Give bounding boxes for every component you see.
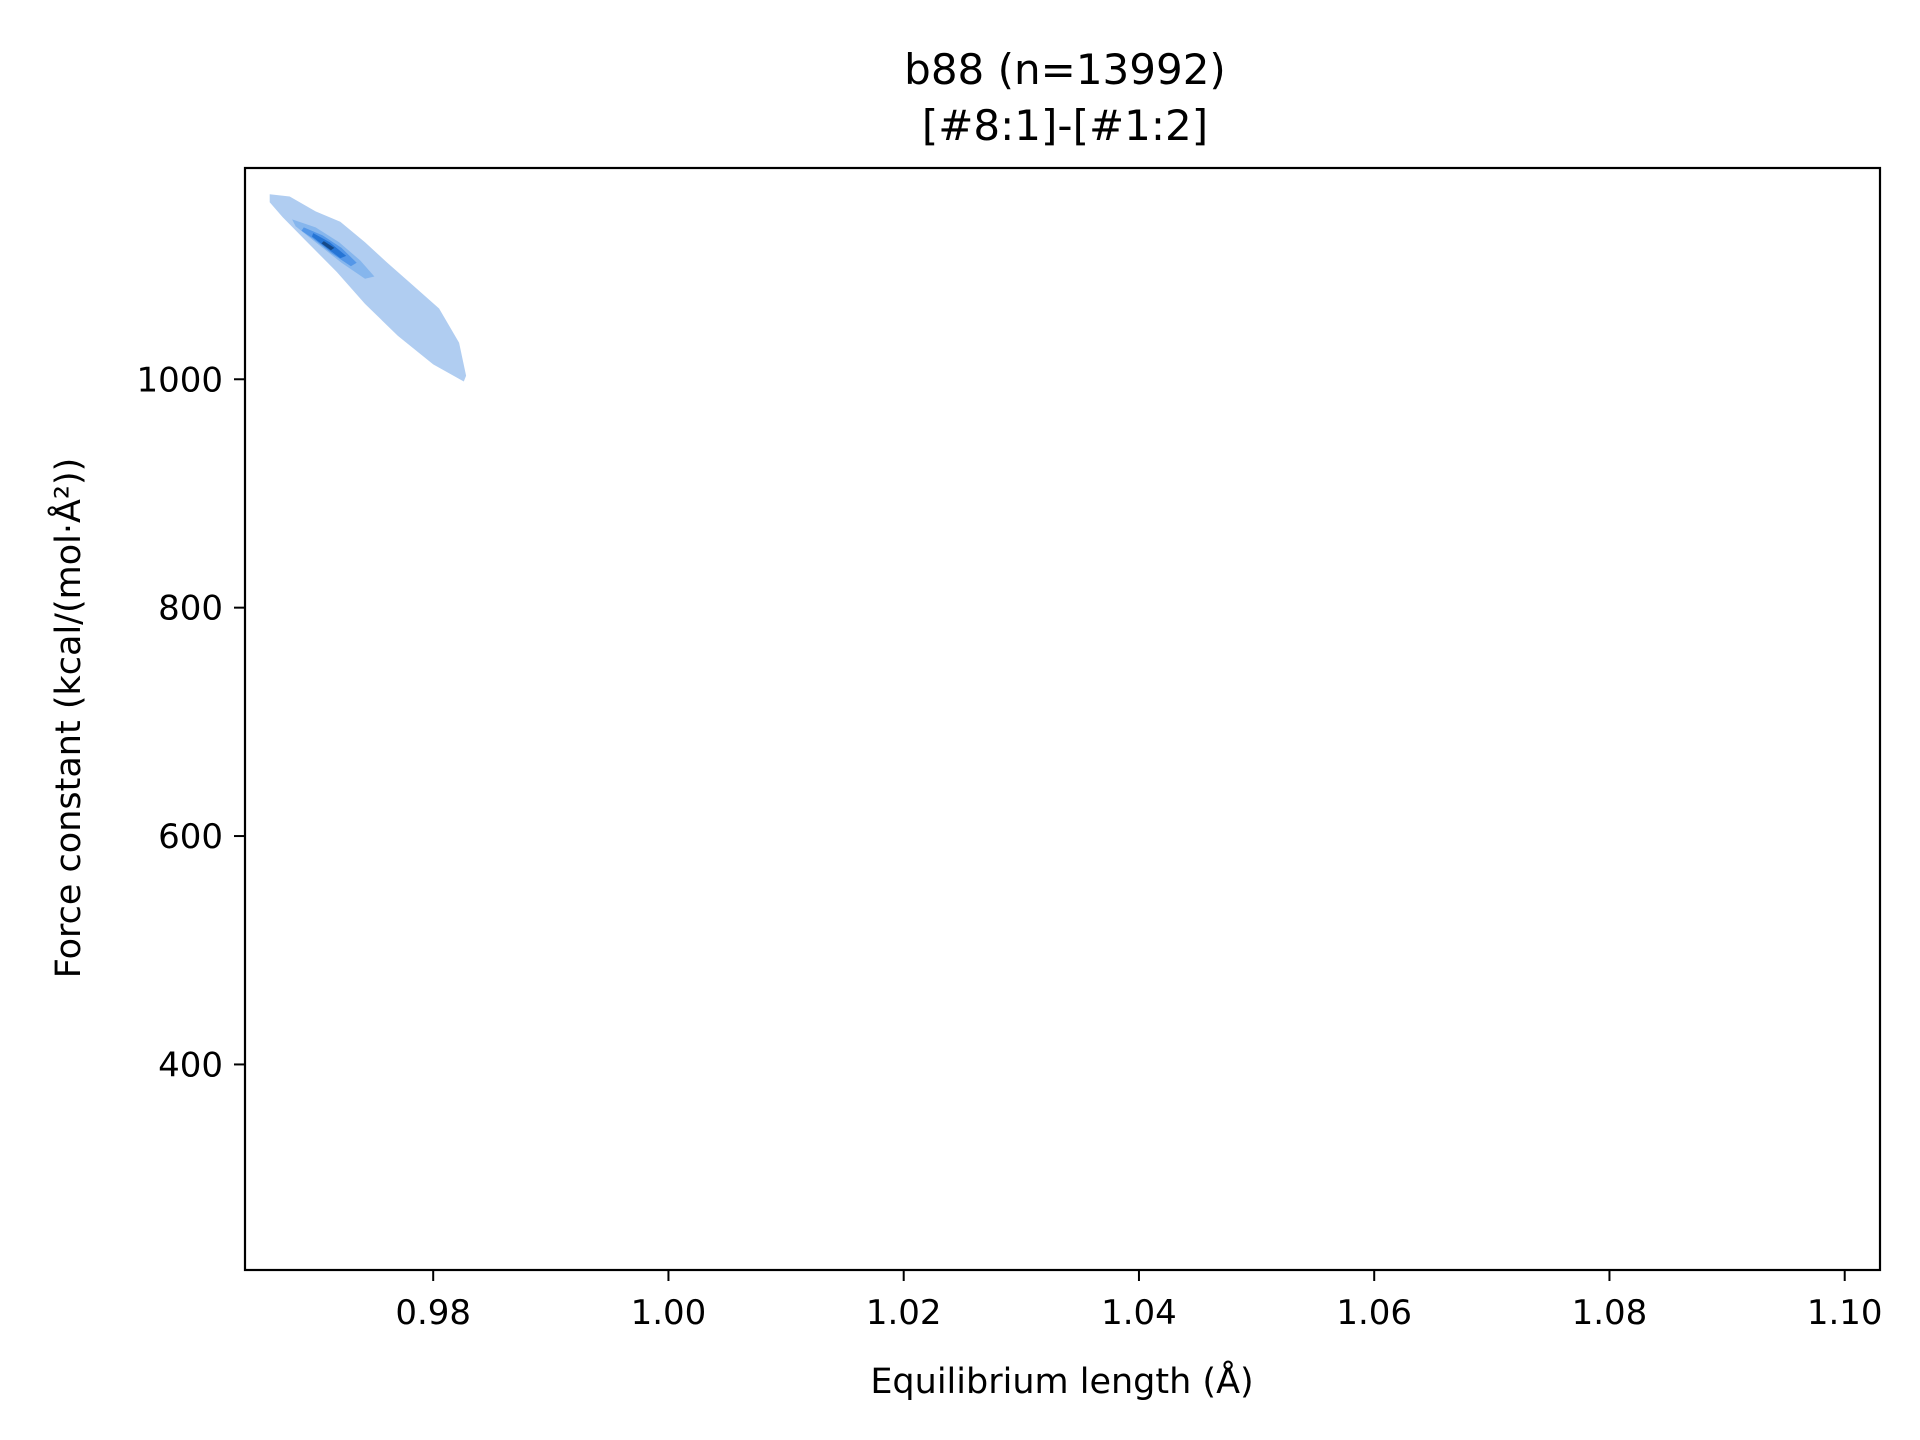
y-axis-label: Force constant (kcal/(mol·Å²)) <box>46 458 89 979</box>
x-tick-label: 1.10 <box>1807 1293 1883 1333</box>
x-tick-label: 1.06 <box>1336 1293 1412 1333</box>
y-tick-label: 600 <box>158 817 223 857</box>
x-tick-label: 1.04 <box>1101 1293 1177 1333</box>
x-tick-label: 1.08 <box>1572 1293 1648 1333</box>
chart-title: b88 (n=13992) <box>904 45 1226 94</box>
x-tick-label: 1.02 <box>866 1293 942 1333</box>
x-axis-ticks: 0.98 1.00 1.02 1.04 1.06 1.08 1.10 <box>395 1270 1883 1333</box>
y-axis-ticks: 400 600 800 1000 <box>136 360 245 1085</box>
chart-subtitle: [#8:1]-[#1:2] <box>922 101 1208 150</box>
density-contours <box>269 194 467 382</box>
x-tick-label: 0.98 <box>395 1293 471 1333</box>
y-tick-label: 400 <box>158 1045 223 1085</box>
density-contour-level-5 <box>321 241 335 251</box>
x-axis-label: Equilibrium length (Å) <box>870 1359 1253 1402</box>
y-tick-label: 800 <box>158 589 223 629</box>
plot-area-frame <box>243 166 1882 1272</box>
y-tick-label: 1000 <box>136 360 223 400</box>
x-tick-label: 1.00 <box>631 1293 707 1333</box>
